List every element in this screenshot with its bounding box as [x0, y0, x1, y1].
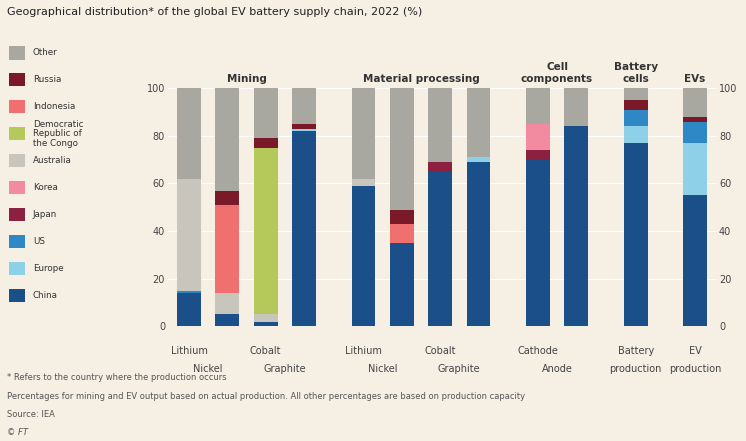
Text: Source: IEA: Source: IEA: [7, 410, 55, 419]
Text: Democratic
Republic of
the Congo: Democratic Republic of the Congo: [33, 120, 84, 148]
Bar: [466, 162, 490, 326]
Text: production: production: [669, 364, 721, 374]
Text: Anode: Anode: [542, 364, 572, 374]
Bar: [624, 88, 648, 100]
Bar: [683, 117, 707, 122]
Bar: [624, 100, 648, 110]
Text: © FT: © FT: [7, 428, 28, 437]
Text: EVs: EVs: [684, 74, 706, 84]
Bar: [390, 243, 413, 326]
Bar: [216, 205, 239, 293]
Text: Battery
cells: Battery cells: [613, 62, 658, 84]
Bar: [292, 129, 316, 131]
Bar: [254, 321, 278, 326]
Text: EV: EV: [689, 346, 701, 356]
Text: Other: Other: [33, 49, 57, 57]
Text: Cathode: Cathode: [518, 346, 558, 356]
Bar: [351, 88, 375, 179]
Text: Cell
components: Cell components: [521, 62, 593, 84]
Bar: [624, 110, 648, 126]
Bar: [683, 122, 707, 143]
Text: Cobalt: Cobalt: [424, 346, 456, 356]
Text: Europe: Europe: [33, 264, 63, 273]
Bar: [351, 186, 375, 326]
Bar: [216, 293, 239, 314]
Bar: [428, 162, 452, 172]
Bar: [254, 148, 278, 314]
Text: Graphite: Graphite: [263, 364, 306, 374]
Text: Russia: Russia: [33, 75, 61, 84]
Text: production: production: [609, 364, 662, 374]
Bar: [390, 224, 413, 243]
Bar: [390, 209, 413, 224]
Bar: [216, 88, 239, 191]
Bar: [254, 314, 278, 321]
Text: Nickel: Nickel: [193, 364, 223, 374]
Bar: [177, 88, 201, 179]
Text: Graphite: Graphite: [438, 364, 480, 374]
Bar: [564, 126, 588, 326]
Text: Korea: Korea: [33, 183, 57, 192]
Bar: [683, 195, 707, 326]
Text: China: China: [33, 291, 58, 300]
Bar: [428, 88, 452, 162]
Bar: [351, 179, 375, 186]
Bar: [292, 131, 316, 326]
Bar: [526, 150, 550, 160]
Text: Indonesia: Indonesia: [33, 102, 75, 111]
Bar: [177, 291, 201, 293]
Bar: [428, 172, 452, 326]
Bar: [624, 143, 648, 326]
Bar: [254, 88, 278, 138]
Text: Cobalt: Cobalt: [250, 346, 281, 356]
Text: Geographical distribution* of the global EV battery supply chain, 2022 (%): Geographical distribution* of the global…: [7, 7, 423, 17]
Bar: [177, 293, 201, 326]
Bar: [526, 88, 550, 124]
Bar: [526, 160, 550, 326]
Text: Nickel: Nickel: [368, 364, 398, 374]
Bar: [216, 314, 239, 326]
Text: US: US: [33, 237, 45, 246]
Text: Material processing: Material processing: [363, 74, 479, 84]
Bar: [466, 157, 490, 162]
Text: Lithium: Lithium: [171, 346, 207, 356]
Bar: [683, 143, 707, 195]
Bar: [466, 88, 490, 157]
Bar: [390, 88, 413, 209]
Text: Battery: Battery: [618, 346, 653, 356]
Text: Lithium: Lithium: [345, 346, 382, 356]
Bar: [624, 126, 648, 143]
Bar: [526, 124, 550, 150]
Bar: [292, 88, 316, 124]
Text: Percentages for mining and EV output based on actual production. All other perce: Percentages for mining and EV output bas…: [7, 392, 526, 401]
Text: Japan: Japan: [33, 210, 57, 219]
Bar: [564, 88, 588, 126]
Text: Australia: Australia: [33, 156, 72, 165]
Bar: [683, 88, 707, 117]
Bar: [254, 138, 278, 148]
Bar: [292, 124, 316, 129]
Bar: [216, 191, 239, 205]
Text: Mining: Mining: [227, 74, 266, 84]
Text: * Refers to the country where the production occurs: * Refers to the country where the produc…: [7, 373, 227, 381]
Bar: [177, 179, 201, 291]
